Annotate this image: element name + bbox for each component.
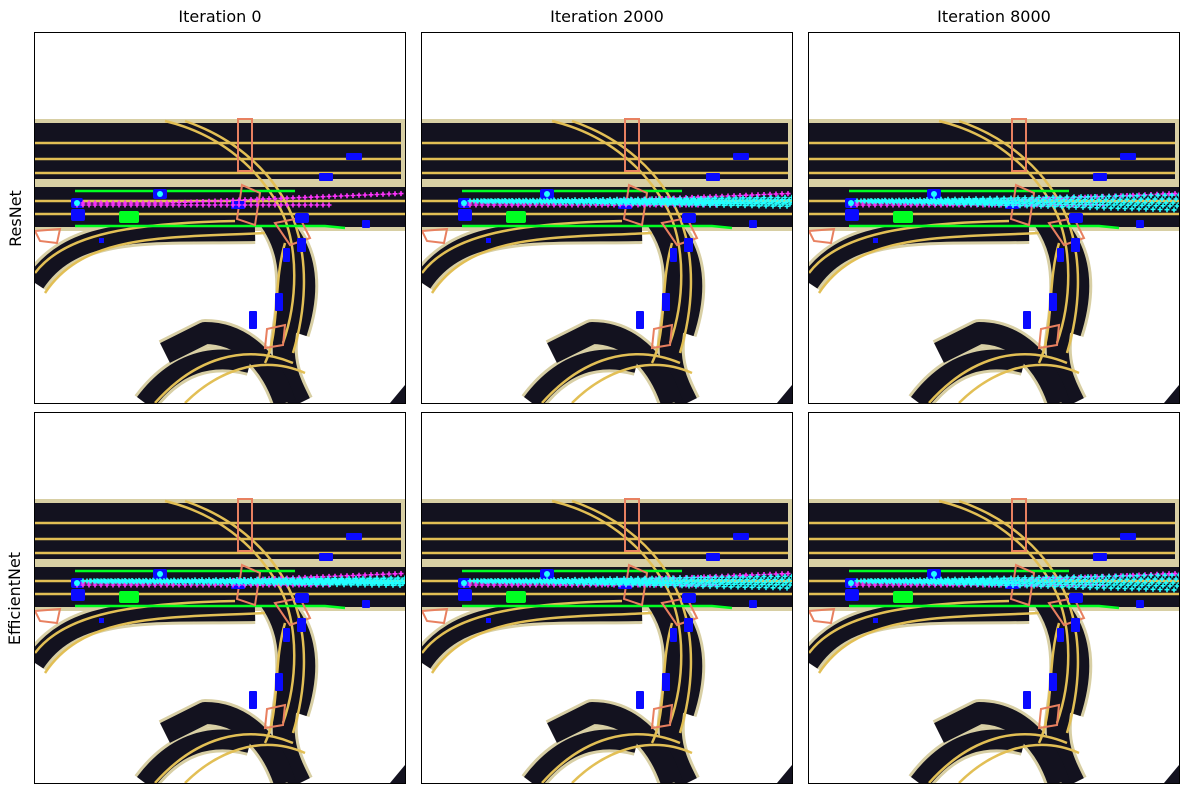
panel-resnet-iter8000 xyxy=(808,32,1180,404)
panel-efficientnet-iter2000 xyxy=(421,412,793,784)
row-label-1: EfficientNet xyxy=(5,551,25,645)
column-title-1: Iteration 2000 xyxy=(550,7,664,26)
panel-efficientnet-iter8000 xyxy=(808,412,1180,784)
panel-resnet-iter2000 xyxy=(421,32,793,404)
row-label-0: ResNet xyxy=(5,189,25,247)
panel-resnet-iter0 xyxy=(34,32,406,404)
column-title-0: Iteration 0 xyxy=(178,7,262,26)
panel-efficientnet-iter0 xyxy=(34,412,406,784)
column-title-2: Iteration 8000 xyxy=(937,7,1051,26)
